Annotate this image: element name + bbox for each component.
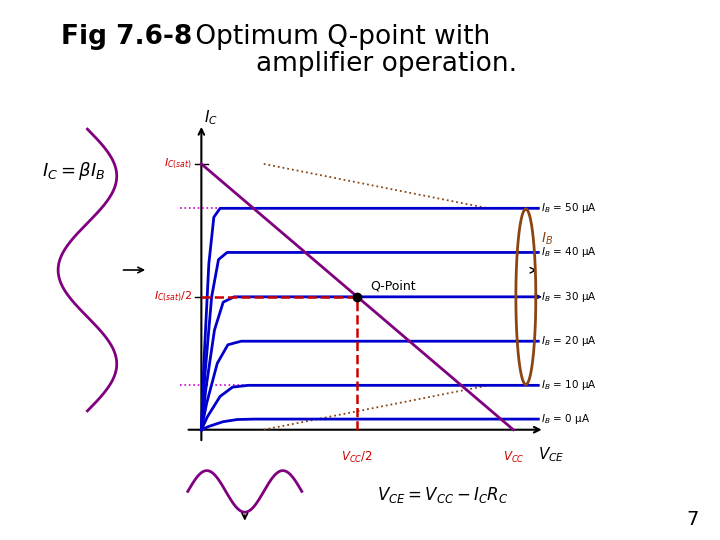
Text: $I_B$ = 10 μA: $I_B$ = 10 μA (541, 379, 597, 393)
Text: $I_B$ = 20 μA: $I_B$ = 20 μA (541, 334, 597, 348)
Text: $V_{CC}$: $V_{CC}$ (503, 450, 524, 465)
Text: $V_{CE}$: $V_{CE}$ (538, 446, 564, 464)
Text: $I_{C(sat)}$: $I_{C(sat)}$ (164, 157, 192, 171)
Text: $I_B$: $I_B$ (541, 230, 554, 247)
Text: amplifier operation.: amplifier operation. (256, 51, 517, 77)
Text: $I_C$: $I_C$ (204, 108, 217, 127)
Text: $I_B$ = 30 μA: $I_B$ = 30 μA (541, 290, 597, 304)
Text: $V_{CE} = V_{CC} - I_C R_C$: $V_{CE} = V_{CC} - I_C R_C$ (377, 485, 508, 505)
Text: $I_B$ = 0 μA: $I_B$ = 0 μA (541, 412, 590, 426)
Text: Optimum Q-point with: Optimum Q-point with (187, 24, 490, 50)
Text: $V_{CC}/2$: $V_{CC}/2$ (341, 450, 373, 465)
Text: $I_{C(sat)}/2$: $I_{C(sat)}/2$ (153, 289, 192, 304)
Text: 7: 7 (686, 510, 698, 529)
Text: $I_C = \beta I_B$: $I_C = \beta I_B$ (42, 160, 106, 183)
Text: $I_B$ = 40 μA: $I_B$ = 40 μA (541, 246, 597, 259)
Text: $I_B$ = 50 μA: $I_B$ = 50 μA (541, 201, 597, 215)
Text: Q-Point: Q-Point (370, 280, 415, 293)
Text: Fig 7.6-8: Fig 7.6-8 (61, 24, 192, 50)
